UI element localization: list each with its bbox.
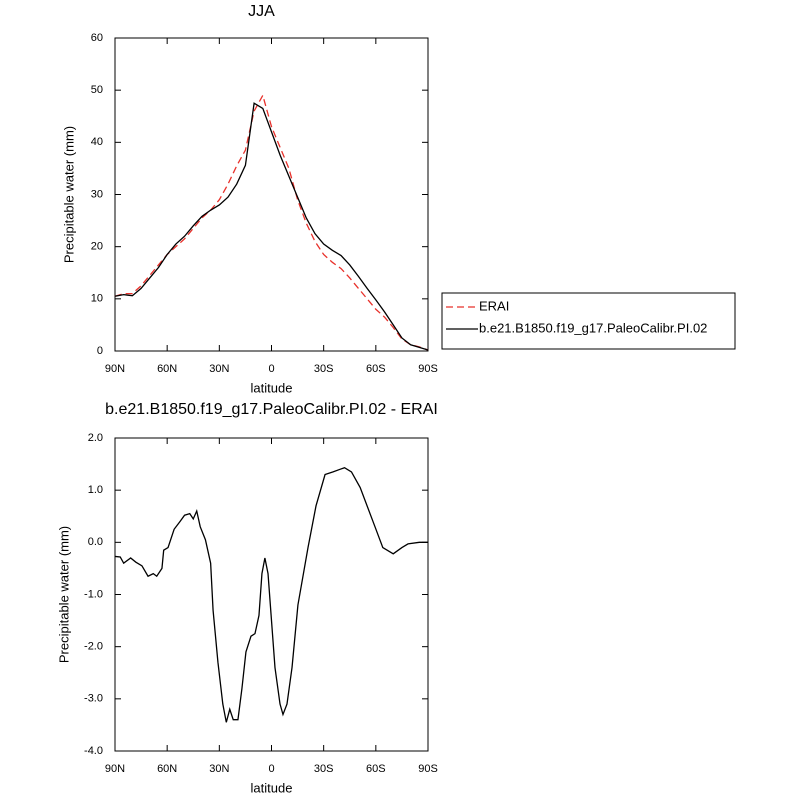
x-tick-label: 0 bbox=[268, 363, 274, 375]
legend-label: b.e21.B1850.f19_g17.PaleoCalibr.PI.02 bbox=[479, 320, 707, 335]
x-tick-label: 30S bbox=[314, 763, 334, 775]
y-tick-label: 40 bbox=[91, 136, 103, 148]
plot-frame bbox=[114, 37, 429, 352]
y-tick-label: 0.0 bbox=[88, 536, 103, 548]
x-tick-label: 30N bbox=[209, 763, 229, 775]
y-tick-label: 30 bbox=[91, 188, 103, 200]
y-tick-label: 2.0 bbox=[88, 432, 103, 444]
x-tick-label: 60N bbox=[157, 763, 177, 775]
y-tick-label: 50 bbox=[91, 84, 103, 96]
data-line bbox=[114, 467, 428, 723]
y-tick-label: -3.0 bbox=[84, 693, 103, 705]
y-axis-label: Precipitable water (mm) bbox=[56, 526, 71, 663]
y-tick-label: -1.0 bbox=[84, 588, 103, 600]
y-tick-label: 1.0 bbox=[88, 484, 103, 496]
legend-box bbox=[441, 292, 736, 350]
chart-title: b.e21.B1850.f19_g17.PaleoCalibr.PI.02 - … bbox=[105, 401, 438, 418]
x-axis-label: latitude bbox=[251, 380, 293, 395]
y-tick-label: -2.0 bbox=[84, 641, 103, 653]
data-line bbox=[114, 102, 429, 351]
x-tick-label: 60S bbox=[366, 763, 386, 775]
x-axis-label: latitude bbox=[251, 780, 293, 795]
y-axis-label: Precipitable water (mm) bbox=[61, 126, 76, 263]
legend-label: ERAI bbox=[479, 298, 509, 313]
y-tick-label: 60 bbox=[91, 32, 103, 44]
x-tick-label: 60S bbox=[366, 363, 386, 375]
x-tick-label: 90S bbox=[418, 363, 438, 375]
x-tick-label: 90N bbox=[105, 763, 125, 775]
y-tick-label: 0 bbox=[97, 345, 103, 357]
y-tick-label: 10 bbox=[91, 293, 103, 305]
y-tick-label: 20 bbox=[91, 241, 103, 253]
x-tick-label: 60N bbox=[157, 363, 177, 375]
chart-title: JJA bbox=[248, 3, 275, 20]
y-tick-label: -4.0 bbox=[84, 745, 103, 757]
x-tick-label: 30S bbox=[314, 363, 334, 375]
x-tick-label: 90N bbox=[105, 363, 125, 375]
x-tick-label: 90S bbox=[418, 763, 438, 775]
x-tick-label: 0 bbox=[268, 763, 274, 775]
x-tick-label: 30N bbox=[209, 363, 229, 375]
plot-frame bbox=[114, 437, 429, 752]
